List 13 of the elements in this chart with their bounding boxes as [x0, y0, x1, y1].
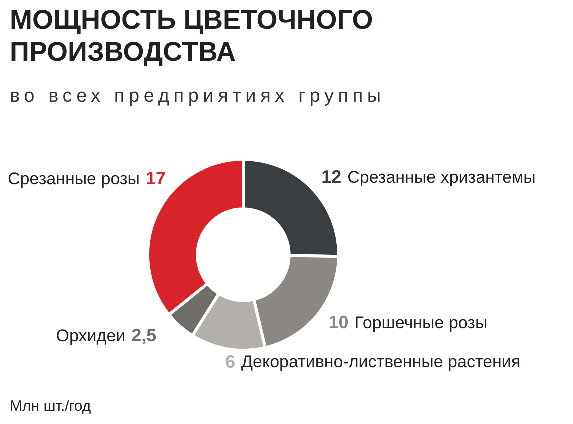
- slice-label: Горшечные розы: [354, 313, 488, 332]
- text: Млн шт./год: [10, 398, 92, 415]
- slice-label: Орхидеи: [56, 326, 126, 346]
- data-label: 2,5: [132, 326, 157, 346]
- slice-label: Срезанные хризантемы: [348, 168, 536, 187]
- data-label: 17: [146, 168, 166, 189]
- data-label: 6: [225, 352, 236, 372]
- data-label: 12: [322, 167, 342, 188]
- chart-title: МОЩНОСТЬ ЦВЕТОЧНОГО ПРОИЗВОДСТВА: [10, 4, 374, 68]
- slice-label: Декоративно-лиственные растения: [241, 352, 521, 372]
- slice-label: Срезанные розы: [8, 169, 140, 188]
- data-label: 10: [328, 312, 349, 333]
- chart-subtitle: во всех предприятиях группы: [10, 86, 386, 108]
